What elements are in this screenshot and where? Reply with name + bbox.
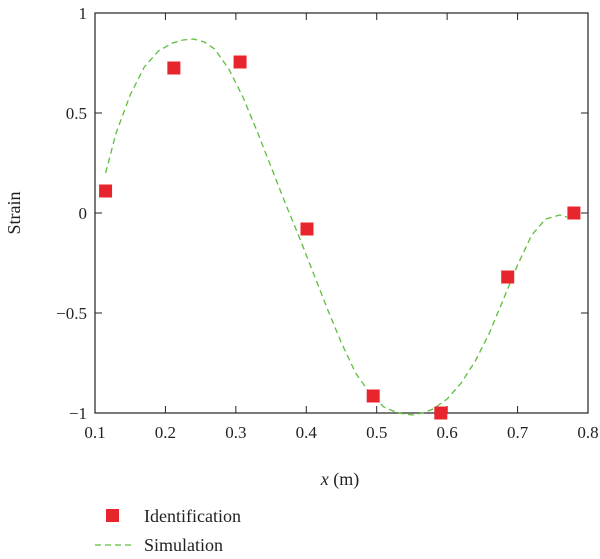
legend-identification-marker (106, 509, 119, 522)
identification-point (233, 55, 247, 69)
y-axis-label: Strain (4, 192, 24, 235)
x-tick-label: 0.6 (437, 423, 458, 442)
legend-simulation-label: Simulation (144, 535, 223, 555)
identification-point (167, 61, 181, 75)
y-tick-label: 0.5 (66, 104, 87, 123)
x-tick-label: 0.2 (155, 423, 176, 442)
legend: Identification Simulation (95, 506, 241, 555)
y-tick-label: 0 (79, 204, 88, 223)
identification-point (501, 270, 515, 284)
plot-area: 0.1 0.2 0.3 0.4 0.5 0.6 0.7 0.8 −1 −0.5 0 0.5 1 (56, 4, 598, 442)
x-axis-label-unit: (m) (329, 469, 360, 490)
identification-point (99, 184, 113, 198)
x-tick-label: 0.7 (507, 423, 529, 442)
legend-identification-label: Identification (144, 506, 241, 526)
identification-point (434, 406, 448, 420)
x-axis-label-var: x (320, 469, 329, 489)
simulation-curve (104, 38, 568, 416)
x-axis-label: x (m) (320, 469, 360, 490)
x-tick-label: 0.4 (296, 423, 318, 442)
y-tick-label: 1 (79, 4, 88, 23)
identification-point (366, 389, 380, 403)
x-tick-label: 0.8 (577, 423, 598, 442)
identification-point (567, 206, 581, 220)
y-tick-label: −0.5 (56, 304, 87, 323)
x-tick-label: 0.5 (366, 423, 387, 442)
identification-point (300, 222, 314, 236)
x-tick-label: 0.3 (225, 423, 246, 442)
y-tick-label: −1 (69, 404, 87, 423)
x-tick-label: 0.1 (84, 423, 105, 442)
